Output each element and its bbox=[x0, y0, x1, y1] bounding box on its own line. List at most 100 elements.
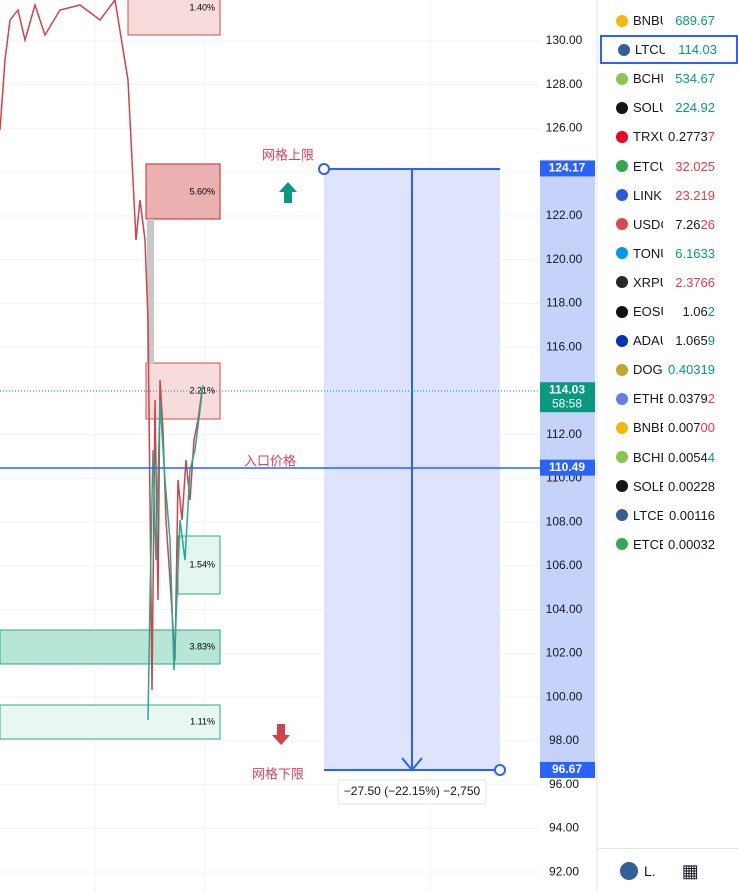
layout-button[interactable]: ▦ bbox=[681, 860, 699, 881]
price-tick-label: 120.00 bbox=[546, 252, 583, 266]
price-main: 7.26 bbox=[675, 216, 701, 232]
price-tick-label: 106.00 bbox=[546, 558, 583, 572]
price-tick-label: 92.00 bbox=[549, 864, 579, 878]
price-tail: 26 bbox=[700, 216, 715, 232]
watchlist-row[interactable]: ETCE 0.00032 bbox=[600, 530, 738, 559]
coin-icon bbox=[616, 130, 628, 143]
price-tag bbox=[540, 382, 595, 413]
watchlist-row[interactable]: USDC7.2626 bbox=[600, 210, 738, 239]
watchlist-row[interactable]: LINK 23.219 bbox=[600, 181, 738, 210]
watchlist-row[interactable]: ADAU 1.0659 bbox=[600, 326, 738, 355]
price: 114.03 bbox=[665, 42, 717, 57]
price-tick-label: 102.00 bbox=[546, 646, 583, 660]
symbol: ETHE bbox=[633, 391, 663, 407]
price-tag bbox=[540, 160, 595, 177]
footer-symbol: L. bbox=[644, 863, 656, 879]
price-main: 1.065 bbox=[675, 333, 708, 349]
symbol: DOG bbox=[633, 362, 663, 378]
price-main: 0.2773 bbox=[668, 129, 708, 145]
watchlist-row[interactable]: LTCE 0.00116 bbox=[600, 501, 738, 530]
watchlist-row[interactable]: ETCU 32.025 bbox=[600, 152, 738, 181]
zone bbox=[145, 163, 221, 220]
zone bbox=[127, 0, 221, 36]
price-tick-label: 122.00 bbox=[546, 208, 583, 222]
symbol: LTCU bbox=[635, 42, 665, 58]
up-arrow bbox=[279, 182, 297, 203]
watchlist-row[interactable]: EOSU1.062 bbox=[600, 297, 738, 326]
price-tick-label: 98.00 bbox=[549, 733, 579, 747]
price-tail: 2 bbox=[707, 304, 715, 319]
price-tick-label: 130.00 bbox=[546, 33, 583, 47]
watchlist-row[interactable]: BCHU 534.67 bbox=[600, 64, 738, 93]
symbol: SOLU bbox=[633, 100, 663, 116]
footer: L. ▦ bbox=[598, 848, 738, 893]
zone-label: 1.40% bbox=[189, 2, 215, 12]
price-tag-label: 110.49 bbox=[549, 460, 585, 474]
price: 0.00116 bbox=[663, 508, 715, 523]
price-tick-label: 116.00 bbox=[546, 339, 582, 353]
price: 1.062 bbox=[663, 304, 715, 319]
watchlist-row[interactable]: TRXU 0.27737 bbox=[600, 122, 738, 151]
price-path bbox=[0, 0, 203, 691]
watchlist-row[interactable]: ETHE0.03792 bbox=[600, 384, 738, 413]
price-main: 224.92 bbox=[675, 100, 715, 116]
price-main: 6.1633 bbox=[675, 245, 715, 261]
zone bbox=[0, 704, 221, 740]
watchlist-row[interactable]: SOLU 224.92 bbox=[600, 93, 738, 122]
price: 7.2626 bbox=[663, 217, 715, 232]
price: 32.025 bbox=[663, 159, 715, 174]
price-main: 32.025 bbox=[675, 158, 715, 174]
price-tag-label: 96.67 bbox=[552, 762, 582, 776]
symbol: BCHU bbox=[633, 71, 663, 87]
coin-icon bbox=[616, 218, 628, 231]
price-tag-label: 124.17 bbox=[549, 161, 586, 175]
price-main: 0.40319 bbox=[668, 362, 715, 378]
handle[interactable] bbox=[318, 163, 330, 175]
watchlist-row[interactable]: BNBU 689.67 bbox=[600, 6, 738, 35]
coin-icon bbox=[616, 392, 628, 405]
price-tag-label: 114.03 bbox=[549, 382, 585, 396]
symbol: ADAU bbox=[633, 333, 663, 349]
price-tail: 7 bbox=[707, 129, 715, 145]
watchlist-row[interactable]: SOLE 0.00228 bbox=[600, 472, 738, 501]
watchlist-row[interactable]: BCHE0.00544 bbox=[600, 443, 738, 472]
volume-bar bbox=[147, 219, 154, 364]
symbol: BCHE bbox=[633, 449, 663, 465]
coin-icon bbox=[616, 334, 628, 347]
watchlist-row[interactable]: TONU 6.1633 bbox=[600, 239, 738, 268]
symbol: BNBE bbox=[633, 420, 663, 436]
measure-arrow-head bbox=[401, 757, 423, 772]
watchlist-row[interactable]: BNBE0.00700 bbox=[600, 413, 738, 442]
price: 0.00700 bbox=[663, 420, 715, 435]
watchlist-row[interactable]: DOG 0.40319 bbox=[600, 355, 738, 384]
chart: 1.40% 5.60% 2.21% 1.54% 3.83% 1.11% −27.… bbox=[0, 0, 598, 892]
watchlist-row[interactable]: LTCU 114.03 bbox=[600, 35, 738, 65]
price-main: 689.67 bbox=[675, 13, 715, 28]
symbol: XRPU bbox=[633, 274, 663, 290]
price: 0.00544 bbox=[663, 450, 715, 465]
price-tick-label: 126.00 bbox=[546, 121, 583, 135]
symbol: LTCE bbox=[633, 507, 663, 523]
price-tick-label: 118.00 bbox=[546, 296, 582, 310]
coin-icon bbox=[616, 421, 628, 434]
price-main: 2.3766 bbox=[675, 274, 715, 290]
price-tail: 9 bbox=[707, 333, 715, 349]
handle[interactable] bbox=[494, 764, 506, 776]
price-tag bbox=[540, 761, 595, 778]
coin-icon bbox=[616, 14, 628, 27]
symbol: TRXU bbox=[633, 129, 663, 145]
coin-icon bbox=[616, 305, 628, 318]
price-main: 0.007 bbox=[667, 420, 701, 436]
price-tick-label: 96.00 bbox=[549, 777, 579, 791]
symbol: ETCU bbox=[633, 158, 663, 174]
measure-box bbox=[337, 779, 487, 805]
watchlist-row[interactable]: XRPU 2.3766 bbox=[600, 268, 738, 297]
price-tag bbox=[540, 459, 595, 476]
icon bbox=[620, 862, 638, 880]
price-main: 114.03 bbox=[678, 42, 717, 58]
coin-icon bbox=[616, 363, 628, 376]
zone-label: 5.60% bbox=[189, 186, 215, 196]
price-tick-label: 104.00 bbox=[546, 602, 583, 616]
price: 0.00228 bbox=[663, 479, 715, 494]
coin-icon bbox=[616, 189, 628, 202]
